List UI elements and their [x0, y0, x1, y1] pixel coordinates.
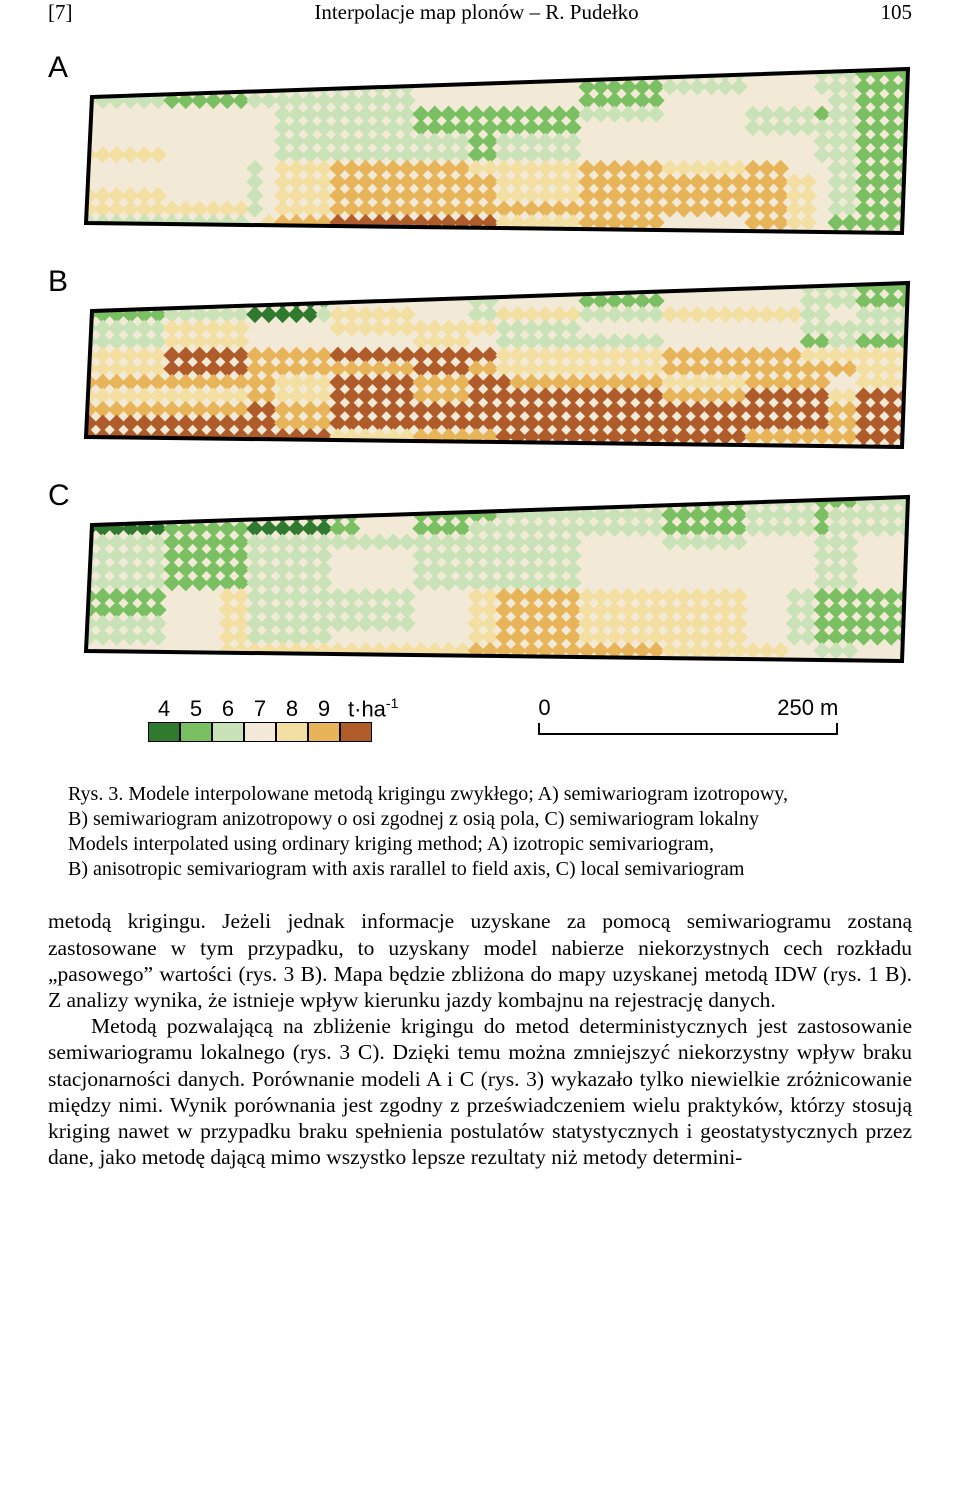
scalebar-min: 0: [538, 695, 550, 721]
figure-caption: Rys. 3. Modele interpolowane metodą krig…: [68, 782, 892, 882]
scalebar-max: 250 m: [777, 695, 838, 721]
map-label-b: B: [48, 267, 82, 297]
legend-tick: 4: [148, 696, 180, 722]
map-panel-c: C: [48, 481, 912, 671]
map-label-a: A: [48, 53, 82, 83]
header-left: [7]: [48, 0, 73, 25]
map-svg-c: [82, 481, 912, 671]
color-legend: 4 5 6 7 8 9 t·ha-1: [148, 695, 398, 742]
scale-bar: 0 250 m: [538, 695, 838, 735]
legend-unit: t·ha-1: [348, 695, 398, 722]
map-label-c: C: [48, 481, 82, 511]
legend-row: 4 5 6 7 8 9 t·ha-1: [148, 695, 912, 742]
body-text: metodą krigingu. Jeżeli jednak informacj…: [48, 908, 912, 1170]
legend-tick: 6: [212, 696, 244, 722]
scalebar-line: [538, 723, 838, 735]
legend-tick: 7: [244, 696, 276, 722]
legend-swatch: [212, 722, 244, 742]
running-header: [7] Interpolacje map plonów – R. Pudełko…: [48, 0, 912, 25]
legend-swatch: [340, 722, 372, 742]
legend-swatch: [244, 722, 276, 742]
legend-tick: 8: [276, 696, 308, 722]
legend-swatches: [148, 722, 372, 742]
legend-tick: 9: [308, 696, 340, 722]
map-panel-a: A: [48, 53, 912, 243]
map-svg-a: [82, 53, 912, 243]
map-svg-b: [82, 267, 912, 457]
legend-swatch: [308, 722, 340, 742]
legend-swatch: [180, 722, 212, 742]
paragraph: metodą krigingu. Jeżeli jednak informacj…: [48, 908, 912, 1013]
map-panel-b: B: [48, 267, 912, 457]
legend-swatch: [148, 722, 180, 742]
header-right: 105: [881, 0, 913, 25]
legend-swatch: [276, 722, 308, 742]
caption-label: Rys. 3.: [68, 783, 128, 805]
header-center: Interpolacje map plonów – R. Pudełko: [314, 0, 638, 25]
legend-ticks: 4 5 6 7 8 9: [148, 696, 340, 722]
paragraph: Metodą pozwalającą na zbliżenie krigingu…: [48, 1013, 912, 1170]
legend-tick: 5: [180, 696, 212, 722]
